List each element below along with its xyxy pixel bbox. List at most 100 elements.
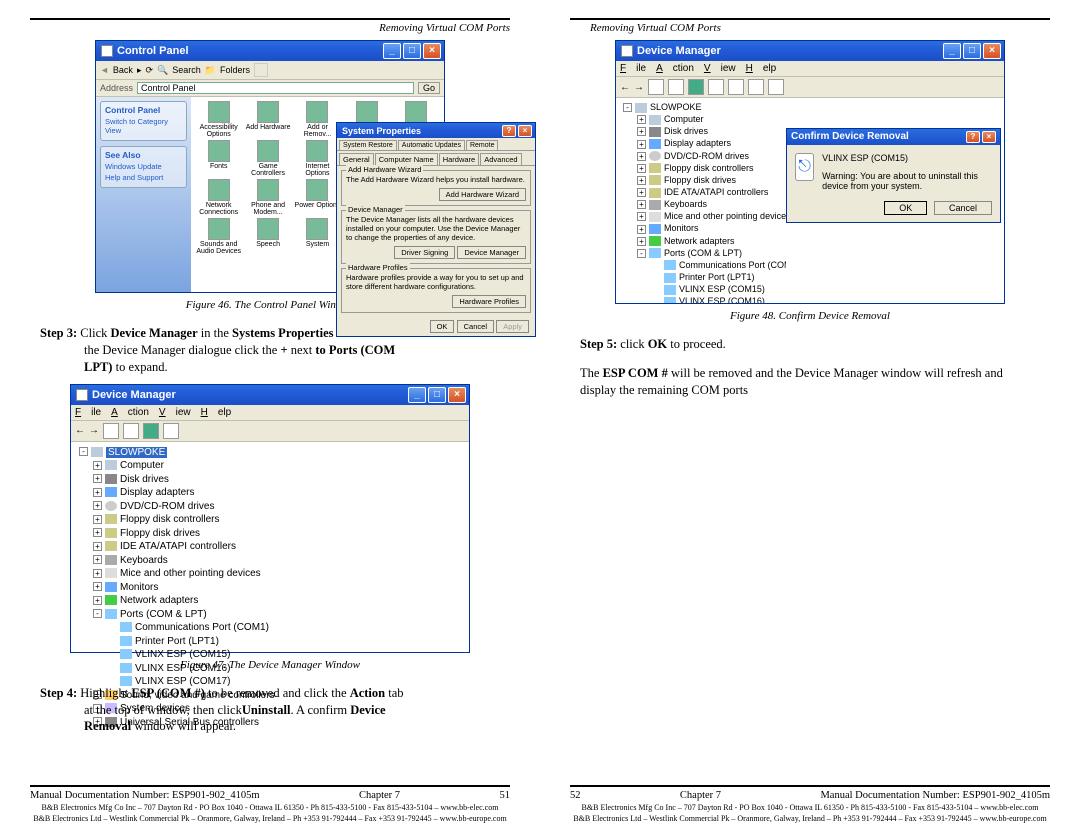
cp-icon[interactable]: Accessibility Options [195,101,242,138]
close-icon[interactable]: × [982,131,996,143]
page-footer: Manual Documentation Number: ESP901-902_… [30,785,510,824]
maximize-button[interactable]: □ [963,43,981,59]
tree-node[interactable]: VLINX ESP (COM15) [653,283,783,295]
tree-node[interactable]: Communications Port (COM1) [109,621,465,635]
dialog-title: System Properties [342,126,421,136]
tree-node[interactable]: Printer Port (LPT1) [109,635,465,649]
cancel-button[interactable]: Cancel [457,320,494,333]
tree-node[interactable]: +Keyboards [637,198,783,210]
menu-item[interactable]: Action [656,63,694,74]
tree-node[interactable]: +Disk drives [637,125,783,137]
help-icon[interactable]: ? [502,125,516,137]
folders-button[interactable]: Folders [220,65,250,75]
tree-root[interactable]: SLOWPOKE [650,102,702,112]
tree-node[interactable]: +Mice and other pointing devices [637,210,783,222]
tree-node[interactable]: +Keyboards [93,554,465,568]
window-icon [621,45,633,57]
page-footer: 52Chapter 7Manual Documentation Number: … [570,785,1050,824]
tree-node[interactable]: VLINX ESP (COM16) [653,295,783,303]
tree-node[interactable]: +DVD/CD-ROM drives [637,150,783,162]
tree-node[interactable]: +Floppy disk drives [93,527,465,541]
tree-node[interactable]: -Ports (COM & LPT) [93,608,465,622]
tree-node[interactable]: +Network adapters [637,235,783,247]
menu-item[interactable]: Action [111,407,149,418]
apply-button[interactable]: Apply [496,320,529,333]
ok-button[interactable]: OK [430,320,455,333]
tree-node[interactable]: +Display adapters [93,486,465,500]
menu-item[interactable]: Help [746,63,777,74]
tab[interactable]: Automatic Updates [398,140,465,150]
cp-icon[interactable]: Add Hardware [244,101,291,138]
close-button[interactable]: × [983,43,1001,59]
cp-icon[interactable]: Speech [244,218,291,255]
tree-node[interactable]: +Computer [93,459,465,473]
tree-node[interactable]: +DVD/CD-ROM drives [93,500,465,514]
address-bar[interactable]: Control Panel [137,82,414,94]
cp-icon[interactable]: Power Options [294,179,341,216]
tab[interactable]: Advanced [480,153,521,165]
tree-node[interactable]: +IDE ATA/ATAPI controllers [637,186,783,198]
tree-node[interactable]: +Network adapters [93,594,465,608]
tree-node[interactable]: +Floppy disk controllers [637,162,783,174]
cp-icon[interactable]: Phone and Modem... [244,179,291,216]
cp-icon[interactable]: Network Connections [195,179,242,216]
tree-node[interactable]: Printer Port (LPT1) [653,271,783,283]
tab[interactable]: Hardware [439,153,480,165]
tree-node[interactable]: +IDE ATA/ATAPI controllers [93,540,465,554]
result-text: The ESP COM # will be removed and the De… [580,365,1040,399]
minimize-button[interactable]: _ [943,43,961,59]
search-button[interactable]: Search [172,65,201,75]
tree-node[interactable]: +Display adapters [637,137,783,149]
tree-node[interactable]: +Computer [637,113,783,125]
group-text: The Add Hardware Wizard helps you instal… [346,175,526,184]
close-button[interactable]: × [448,387,466,403]
menu-item[interactable]: File [75,407,101,418]
cp-icon[interactable]: Sounds and Audio Devices [195,218,242,255]
menu-item[interactable]: View [159,407,191,418]
sidebar-title: Control Panel [105,105,182,115]
cp-icon[interactable]: Fonts [195,140,242,177]
tree-node[interactable]: +Floppy disk drives [637,174,783,186]
cp-icon[interactable]: System [294,218,341,255]
help-icon[interactable]: ? [966,131,980,143]
back-button[interactable]: Back [113,65,133,75]
windows-update-link[interactable]: Windows Update [105,162,182,171]
hw-profiles-button[interactable]: Hardware Profiles [452,295,526,308]
tree-node[interactable]: +Mice and other pointing devices [93,567,465,581]
cp-icon[interactable]: Internet Options [294,140,341,177]
minimize-button[interactable]: _ [408,387,426,403]
close-button[interactable]: × [423,43,441,59]
window-title: Device Manager [92,389,176,401]
tree-root[interactable]: SLOWPOKE [106,447,167,458]
maximize-button[interactable]: □ [428,387,446,403]
tab[interactable]: Computer Name [375,153,438,165]
tab[interactable]: Remote [466,140,499,150]
tree-node[interactable]: -Ports (COM & LPT) [637,247,783,259]
minimize-button[interactable]: _ [383,43,401,59]
page-header-right: Removing Virtual COM Ports [570,18,1050,34]
cancel-button[interactable]: Cancel [934,201,992,215]
driver-signing-button[interactable]: Driver Signing [394,246,455,259]
menu-item[interactable]: Help [201,407,232,418]
window-title: Device Manager [637,45,721,57]
device-manager-button[interactable]: Device Manager [457,246,526,259]
help-link[interactable]: Help and Support [105,173,182,182]
group-text: Hardware profiles provide a way for you … [346,273,526,291]
cp-icon[interactable]: Game Controllers [244,140,291,177]
maximize-button[interactable]: □ [403,43,421,59]
menu-item[interactable]: View [704,63,736,74]
cp-icon[interactable]: Add or Remov... [294,101,341,138]
menu-item[interactable]: File [620,63,646,74]
add-hardware-button[interactable]: Add Hardware Wizard [439,188,526,201]
tree-node[interactable]: +Floppy disk controllers [93,513,465,527]
tree-node[interactable]: +Monitors [93,581,465,595]
tree-node[interactable]: +Monitors [637,222,783,234]
control-panel-window: Control Panel _ □ × ◄Back ▸⟳ 🔍Search 📁Fo… [95,40,445,293]
tab[interactable]: General [339,153,374,165]
tree-node[interactable]: Communications Port (COM1) [653,259,783,271]
close-icon[interactable]: × [518,125,532,137]
ok-button[interactable]: OK [884,201,927,215]
tree-node[interactable]: +Disk drives [93,473,465,487]
switch-view-link[interactable]: Switch to Category View [105,117,182,135]
tab[interactable]: System Restore [339,140,397,150]
